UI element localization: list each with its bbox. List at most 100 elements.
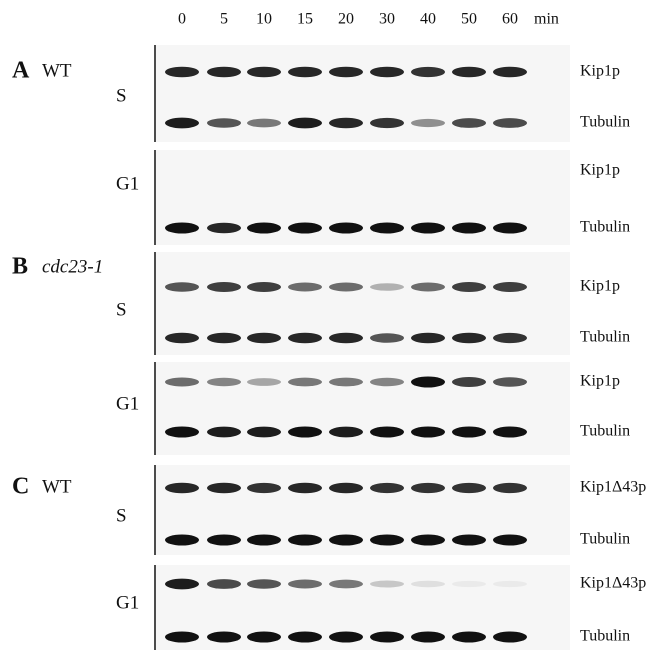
phase-label: S xyxy=(116,505,127,526)
band xyxy=(288,482,322,494)
band xyxy=(329,332,363,344)
band xyxy=(247,118,281,128)
band-label: Tubulin xyxy=(580,628,630,645)
band xyxy=(165,282,199,292)
band xyxy=(207,332,241,344)
band xyxy=(411,332,445,344)
band xyxy=(207,631,241,643)
time-label: 0 xyxy=(178,11,186,28)
band xyxy=(288,66,322,78)
band xyxy=(370,580,404,588)
band-label: Kip1p xyxy=(580,278,620,295)
band xyxy=(288,332,322,344)
band xyxy=(411,631,445,643)
band-label: Kip1Δ43p xyxy=(580,575,646,592)
band xyxy=(207,66,241,78)
band xyxy=(493,482,527,494)
time-label: 20 xyxy=(338,11,354,28)
band-label: Tubulin xyxy=(580,423,630,440)
band xyxy=(288,222,322,234)
band xyxy=(288,117,322,129)
band xyxy=(329,426,363,438)
band xyxy=(165,578,199,590)
band xyxy=(165,377,199,387)
band xyxy=(452,66,486,78)
phase-label: G1 xyxy=(116,173,139,194)
band xyxy=(452,631,486,643)
band xyxy=(370,117,404,129)
band-label: Tubulin xyxy=(580,329,630,346)
blot-background xyxy=(156,362,570,455)
band xyxy=(207,534,241,546)
band-label: Kip1p xyxy=(580,63,620,80)
phase-label: S xyxy=(116,85,127,106)
band xyxy=(411,580,445,588)
band xyxy=(329,222,363,234)
band xyxy=(493,222,527,234)
band xyxy=(452,282,486,292)
band xyxy=(493,282,527,292)
band-label: Tubulin xyxy=(580,531,630,548)
band xyxy=(247,378,281,386)
time-label: 5 xyxy=(220,11,228,28)
strain-label: WT xyxy=(42,60,72,81)
band xyxy=(411,376,445,388)
band xyxy=(411,118,445,128)
band-label: Kip1Δ43p xyxy=(580,479,646,496)
band xyxy=(452,534,486,546)
band xyxy=(165,631,199,643)
time-label: 10 xyxy=(256,11,272,28)
band xyxy=(247,534,281,546)
band xyxy=(247,332,281,344)
band xyxy=(452,580,486,588)
band-label: Kip1p xyxy=(580,162,620,179)
band xyxy=(247,426,281,438)
time-label: 15 xyxy=(297,11,313,28)
band xyxy=(165,426,199,438)
band xyxy=(165,66,199,78)
band xyxy=(452,377,486,387)
time-label: 50 xyxy=(461,11,477,28)
band xyxy=(329,282,363,292)
band xyxy=(493,580,527,588)
band xyxy=(207,426,241,438)
band xyxy=(370,377,404,387)
band xyxy=(493,631,527,643)
band xyxy=(288,534,322,546)
band xyxy=(247,222,281,234)
band xyxy=(165,482,199,494)
band xyxy=(370,222,404,234)
band xyxy=(411,66,445,78)
band xyxy=(165,117,199,129)
phase-label: G1 xyxy=(116,592,139,613)
band xyxy=(165,534,199,546)
band xyxy=(165,332,199,344)
band xyxy=(411,282,445,292)
band xyxy=(288,377,322,387)
band xyxy=(493,66,527,78)
time-label: 30 xyxy=(379,11,395,28)
band xyxy=(329,631,363,643)
band xyxy=(452,482,486,494)
band xyxy=(493,332,527,344)
time-label: 40 xyxy=(420,11,436,28)
band xyxy=(370,534,404,546)
band xyxy=(165,222,199,234)
band xyxy=(207,579,241,589)
phase-label: S xyxy=(116,299,127,320)
band-label: Tubulin xyxy=(580,114,630,131)
band xyxy=(411,426,445,438)
band xyxy=(370,426,404,438)
band xyxy=(247,631,281,643)
band xyxy=(247,282,281,292)
band xyxy=(288,631,322,643)
band xyxy=(370,333,404,343)
band xyxy=(452,118,486,128)
band xyxy=(207,118,241,128)
band xyxy=(370,631,404,643)
panel-letter: B xyxy=(12,254,28,280)
band xyxy=(370,482,404,494)
band xyxy=(493,118,527,128)
band xyxy=(493,426,527,438)
band xyxy=(370,66,404,78)
